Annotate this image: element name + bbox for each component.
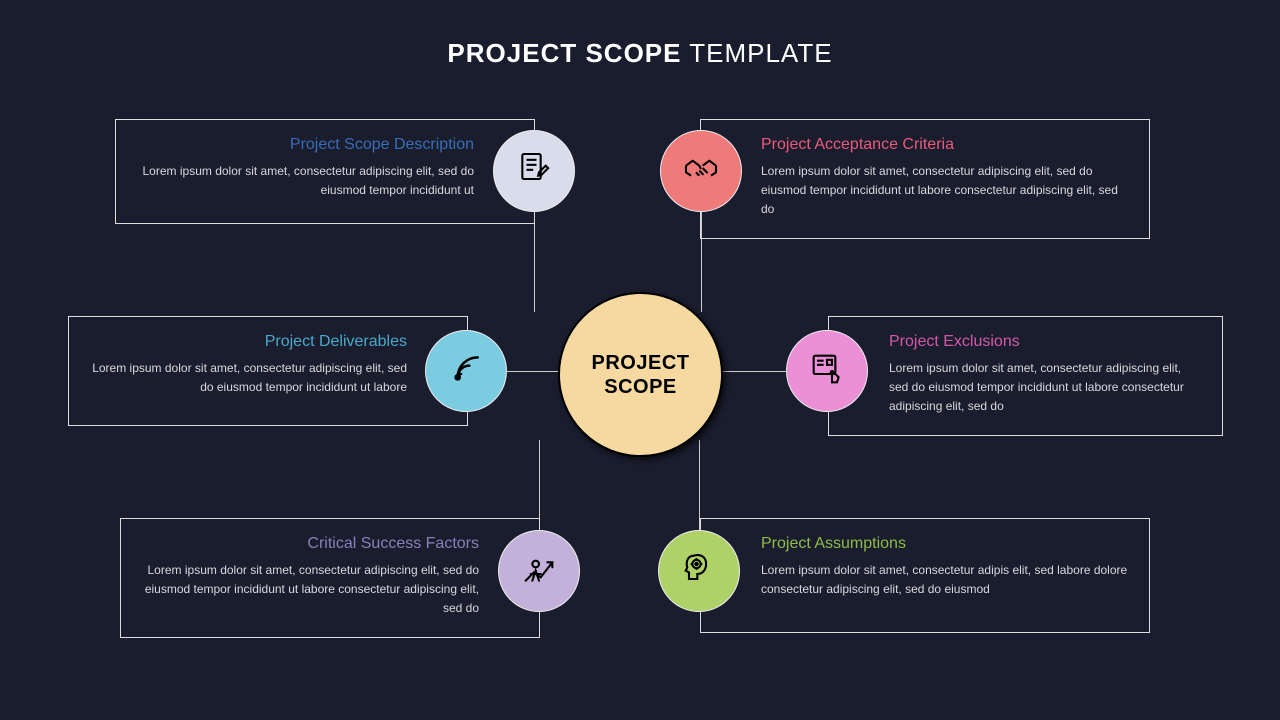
page-title: PROJECT SCOPE TEMPLATE xyxy=(0,38,1280,69)
card-title: Project Deliverables xyxy=(89,333,407,351)
card-body: Lorem ipsum dolor sit amet, consectetur … xyxy=(89,359,407,397)
node-critical-success xyxy=(498,530,580,612)
card-body: Lorem ipsum dolor sit amet, consectetur … xyxy=(761,561,1129,599)
node-exclusions xyxy=(786,330,868,412)
brain-gear-icon xyxy=(679,549,719,594)
connector xyxy=(505,371,565,372)
card-deliverables: Project Deliverables Lorem ipsum dolor si… xyxy=(68,316,468,426)
card-title: Critical Success Factors xyxy=(141,535,479,553)
card-title: Project Exclusions xyxy=(889,333,1202,351)
card-body: Lorem ipsum dolor sit amet, consectetur … xyxy=(141,561,479,619)
card-title: Project Scope Description xyxy=(136,136,474,154)
card-body: Lorem ipsum dolor sit amet, consectetur … xyxy=(889,359,1202,417)
card-critical-success: Critical Success Factors Lorem ipsum dolo… xyxy=(120,518,540,638)
card-scope-description: Project Scope Description Lorem ipsum dol… xyxy=(115,119,535,224)
card-title: Project Assumptions xyxy=(761,535,1129,553)
touch-screen-icon xyxy=(807,349,847,394)
wifi-icon xyxy=(446,349,486,394)
handshake-icon xyxy=(681,149,721,194)
connector xyxy=(720,371,790,372)
node-deliverables xyxy=(425,330,507,412)
center-label: PROJECTSCOPE xyxy=(592,351,690,399)
title-thin: TEMPLATE xyxy=(681,38,832,68)
card-body: Lorem ipsum dolor sit amet, consectetur … xyxy=(136,162,474,200)
card-title: Project Acceptance Criteria xyxy=(761,136,1129,154)
center-hub: PROJECTSCOPE xyxy=(558,292,723,457)
node-acceptance xyxy=(660,130,742,212)
document-edit-icon xyxy=(514,149,554,194)
card-assumptions: Project Assumptions Lorem ipsum dolor sit… xyxy=(700,518,1150,633)
connector xyxy=(534,212,535,312)
card-acceptance: Project Acceptance Criteria Lorem ipsum d… xyxy=(700,119,1150,239)
title-bold: PROJECT SCOPE xyxy=(447,38,681,68)
card-body: Lorem ipsum dolor sit amet, consectetur … xyxy=(761,162,1129,220)
node-scope-description xyxy=(493,130,575,212)
growth-icon xyxy=(519,549,559,594)
card-exclusions: Project Exclusions Lorem ipsum dolor sit … xyxy=(828,316,1223,436)
node-assumptions xyxy=(658,530,740,612)
